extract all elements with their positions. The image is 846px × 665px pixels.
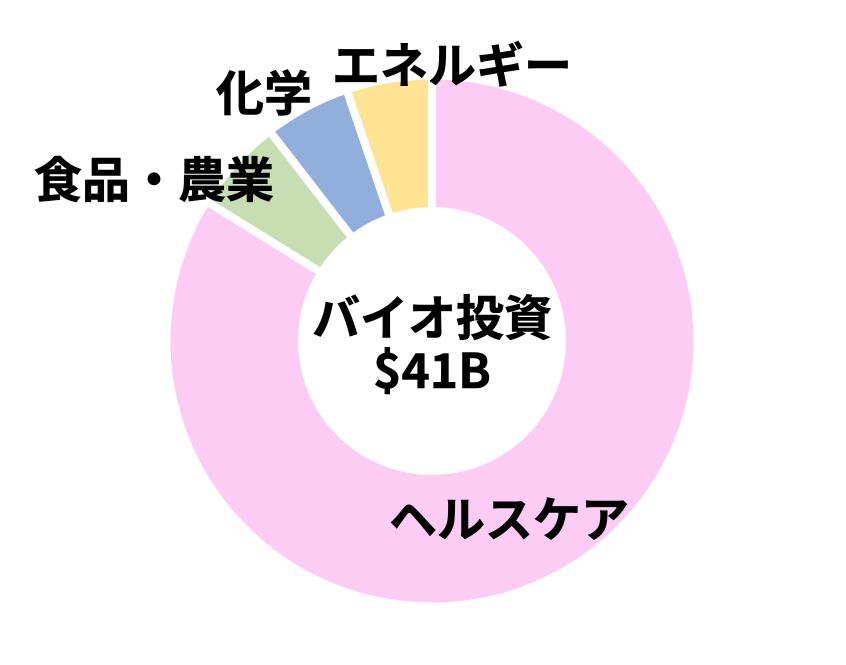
svg-text:ヘルスケア: ヘルスケア (389, 481, 629, 551)
svg-text:$41B: $41B (373, 332, 491, 402)
svg-text:エネルギー: エネルギー (332, 27, 572, 97)
svg-text:化学: 化学 (216, 55, 312, 125)
svg-text:食品・農業: 食品・農業 (34, 141, 274, 211)
